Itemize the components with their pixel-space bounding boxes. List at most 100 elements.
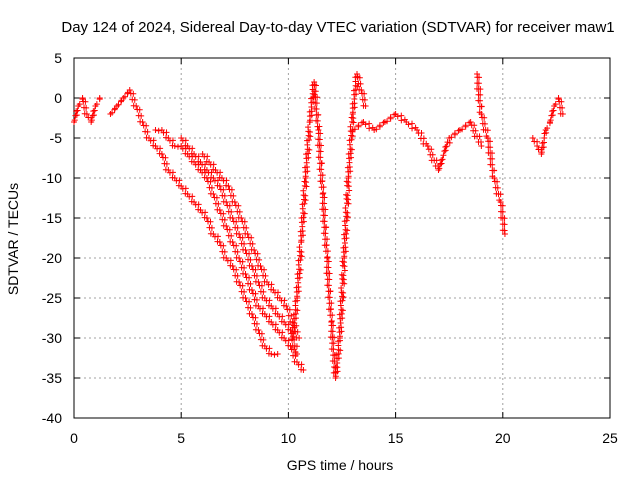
data-point-fill bbox=[162, 154, 169, 161]
y-tick-label: -20 bbox=[42, 250, 62, 266]
data-point-fill bbox=[204, 153, 211, 160]
data-point-fill bbox=[497, 191, 504, 198]
data-point-fill bbox=[272, 305, 279, 312]
data-point-fill bbox=[333, 351, 340, 358]
data-point-fill bbox=[88, 117, 95, 124]
data-point-fill bbox=[73, 112, 80, 119]
data-point-fill bbox=[247, 256, 254, 263]
x-tick-label: 10 bbox=[281, 430, 297, 446]
data-point-fill bbox=[281, 297, 288, 304]
data-point-fill bbox=[451, 131, 458, 138]
data-point-fill bbox=[174, 143, 181, 150]
data-point-fill bbox=[349, 100, 356, 107]
data-point-fill bbox=[169, 169, 176, 176]
data-point-fill bbox=[89, 112, 96, 119]
data-point-fill bbox=[163, 160, 170, 167]
data-point-fill bbox=[344, 192, 351, 199]
data-point-fill bbox=[344, 209, 351, 216]
data-point-fill bbox=[318, 160, 325, 167]
data-point-fill bbox=[494, 184, 501, 191]
y-tick-label: -10 bbox=[42, 170, 62, 186]
data-point bbox=[268, 351, 275, 357]
data-point-fill bbox=[361, 96, 368, 103]
data-point-fill bbox=[302, 164, 309, 171]
data-point-fill bbox=[373, 126, 380, 133]
data-point-fill bbox=[241, 264, 248, 271]
data-point bbox=[126, 87, 133, 93]
data-point-fill bbox=[318, 142, 325, 149]
data-point-fill bbox=[317, 130, 324, 137]
data-point bbox=[133, 103, 140, 109]
data-point bbox=[79, 95, 86, 101]
x-tick-label: 25 bbox=[602, 430, 618, 446]
data-point-fill bbox=[293, 284, 300, 291]
data-point-fill bbox=[235, 202, 242, 209]
data-point-fill bbox=[340, 272, 347, 279]
data-point bbox=[283, 303, 290, 309]
data-point-fill bbox=[312, 88, 319, 95]
data-point-fill bbox=[428, 146, 435, 153]
data-point-fill bbox=[236, 208, 243, 215]
data-point-fill bbox=[487, 144, 494, 151]
data-point-fill bbox=[341, 231, 348, 238]
data-point-fill bbox=[327, 306, 334, 313]
data-point-fill bbox=[476, 74, 483, 81]
y-tick-label: 0 bbox=[54, 90, 62, 106]
data-point-fill bbox=[266, 297, 273, 304]
data-point-fill bbox=[481, 120, 488, 127]
data-point-fill bbox=[332, 364, 339, 371]
data-point-fill bbox=[290, 311, 297, 318]
data-point-fill bbox=[243, 224, 250, 231]
data-point-fill bbox=[387, 115, 394, 122]
data-point-fill bbox=[296, 244, 303, 251]
data-point-fill bbox=[438, 157, 445, 164]
data-point-fill bbox=[552, 101, 559, 108]
data-point-fill bbox=[182, 137, 189, 144]
data-point bbox=[229, 263, 236, 269]
data-point bbox=[231, 199, 238, 205]
data-point-fill bbox=[301, 210, 308, 217]
data-point bbox=[225, 183, 232, 189]
data-point-fill bbox=[131, 96, 138, 103]
data-point-fill bbox=[441, 148, 448, 155]
data-point-fill bbox=[207, 218, 214, 225]
data-point-fill bbox=[476, 133, 483, 140]
data-point bbox=[354, 71, 361, 77]
data-point-fill bbox=[268, 281, 275, 288]
data-point-fill bbox=[418, 129, 425, 136]
data-point-fill bbox=[459, 126, 466, 133]
data-point-fill bbox=[266, 345, 273, 352]
data-point-fill bbox=[489, 150, 496, 157]
data-point-fill bbox=[344, 164, 351, 171]
data-point-fill bbox=[547, 117, 554, 124]
data-point-fill bbox=[189, 193, 196, 200]
data-point-fill bbox=[326, 270, 333, 277]
data-point-fill bbox=[336, 324, 343, 331]
y-tick-label: -15 bbox=[42, 210, 62, 226]
data-point-fill bbox=[93, 101, 100, 108]
data-point-fill bbox=[325, 264, 332, 271]
data-point bbox=[414, 127, 421, 133]
data-point-fill bbox=[325, 282, 332, 289]
data-point-fill bbox=[314, 94, 321, 101]
data-point-fill bbox=[305, 124, 312, 131]
data-point-fill bbox=[169, 137, 176, 144]
data-point bbox=[529, 135, 536, 141]
data-point-fill bbox=[319, 178, 326, 185]
grid-lines bbox=[74, 58, 610, 418]
data-point-fill bbox=[362, 121, 369, 128]
data-point bbox=[244, 231, 251, 237]
data-point bbox=[255, 279, 262, 285]
data-point-fill bbox=[254, 250, 261, 257]
data-point-fill bbox=[288, 312, 295, 319]
data-point-fill bbox=[136, 106, 143, 113]
data-point bbox=[242, 247, 249, 253]
data-point bbox=[424, 143, 431, 149]
data-point-fill bbox=[340, 244, 347, 251]
data-point-fill bbox=[329, 328, 336, 335]
data-point-fill bbox=[189, 145, 196, 152]
data-point-fill bbox=[297, 266, 304, 273]
data-point-fill bbox=[351, 87, 357, 94]
data-point-fill bbox=[252, 290, 259, 297]
data-point-fill bbox=[439, 156, 446, 163]
